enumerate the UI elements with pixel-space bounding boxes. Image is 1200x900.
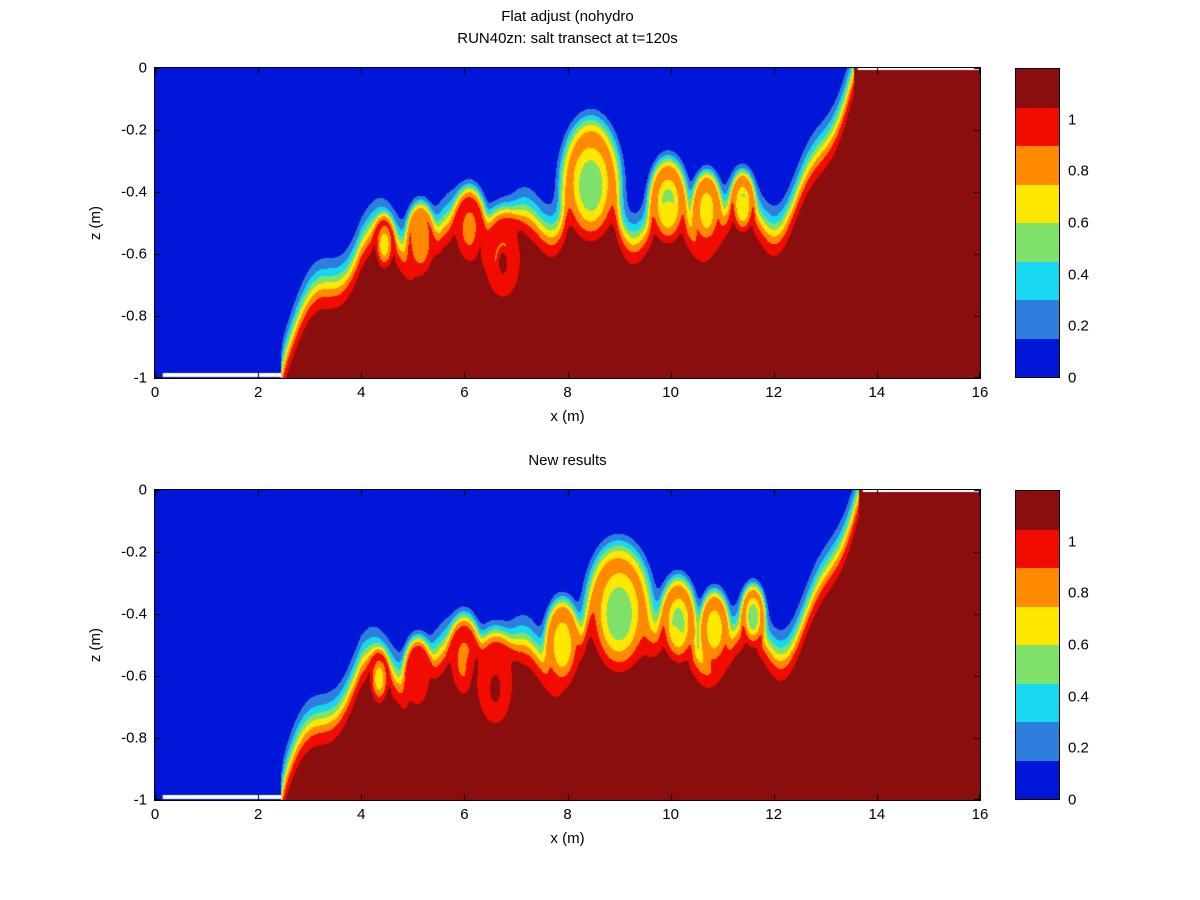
- x-tick-label: 0: [150, 806, 160, 823]
- y-tick-label: -0.6: [121, 667, 147, 685]
- colorbar: [1015, 490, 1060, 800]
- x-tick-label: 4: [357, 384, 366, 401]
- colorbar-tick-label: 0.4: [1068, 688, 1089, 706]
- x-tick-label: 10: [662, 384, 679, 401]
- x-tick-label: 6: [460, 384, 469, 401]
- x-tick-label: 14: [868, 384, 886, 401]
- colorbar-tick-label: 0.6: [1068, 636, 1089, 654]
- x-tick-label: 8: [563, 384, 572, 401]
- x-tick-label: 16: [971, 384, 989, 401]
- y-tick-label: -0.6: [121, 245, 147, 263]
- x-tick-label: 10: [662, 806, 679, 823]
- colorbar-band: [1016, 683, 1059, 722]
- colorbar-band: [1016, 491, 1059, 530]
- y-tick-label: 0: [138, 59, 147, 77]
- colorbar-band: [1016, 606, 1059, 645]
- y-tick-label: -0.4: [121, 605, 147, 623]
- subplot-title: New results: [528, 452, 607, 469]
- subplot-title: RUN40zn: salt transect at t=120s: [457, 30, 678, 47]
- colorbar-tick-labels: 1 0.8 0.6 0.4 0.2 0: [1068, 490, 1128, 808]
- colorbar-tick-label: 0.4: [1068, 266, 1089, 284]
- colorbar-tick-label: 1: [1068, 111, 1077, 129]
- colorbar-band: [1016, 760, 1059, 799]
- y-tick-labels: 0 -0.2 -0.4 -0.6 -0.8 -1: [100, 482, 147, 809]
- x-tick-label: 0: [150, 384, 160, 401]
- y-tick-label: -0.8: [121, 729, 147, 747]
- colorbar-tick-label: 0.8: [1068, 584, 1089, 602]
- x-tick-labels: 0 2 4 6 8 10 12 14 16: [151, 806, 989, 824]
- colorbar-band: [1016, 338, 1059, 377]
- y-tick-labels: 0 -0.2 -0.4 -0.6 -0.8 -1: [100, 60, 147, 387]
- colorbar-band: [1016, 69, 1059, 108]
- y-tick-label: -0.4: [121, 183, 147, 201]
- y-tick-label: -1: [133, 369, 147, 387]
- x-axis-label: x (m): [550, 408, 585, 425]
- y-tick-label: -1: [133, 791, 147, 809]
- colorbar-band: [1016, 107, 1059, 146]
- colorbar-tick-label: 0.6: [1068, 214, 1089, 232]
- x-tick-label: 2: [253, 384, 263, 401]
- colorbar-band: [1016, 722, 1059, 761]
- x-tick-label: 12: [765, 384, 783, 401]
- colorbar-band: [1016, 184, 1059, 223]
- y-tick-label: -0.2: [121, 543, 147, 561]
- x-tick-label: 6: [460, 806, 469, 823]
- colorbar-tick-label: 0.2: [1068, 739, 1089, 757]
- salinity-contour-canvas: [155, 490, 980, 800]
- colorbar: [1015, 68, 1060, 378]
- y-tick-label: 0: [138, 481, 147, 499]
- colorbar-tick-label: 0: [1068, 791, 1077, 809]
- colorbar-tick-labels: 1 0.8 0.6 0.4 0.2 0: [1068, 68, 1128, 386]
- y-tick-label: -0.2: [121, 121, 147, 139]
- subplot-title-spacer: [155, 428, 980, 450]
- colorbar-band: [1016, 261, 1059, 300]
- colorbar-tick-label: 0.2: [1068, 317, 1089, 335]
- subplot-top: Flat adjust (nohydro RUN40zn: salt trans…: [0, 0, 1200, 440]
- colorbar-band: [1016, 300, 1059, 339]
- x-tick-label: 2: [253, 806, 263, 823]
- x-tick-labels: 0 2 4 6 8 10 12 14 16: [151, 384, 989, 402]
- y-tick-label: -0.8: [121, 307, 147, 325]
- x-tick-label: 4: [357, 806, 366, 823]
- figure-title: Flat adjust (nohydro: [501, 8, 634, 25]
- x-tick-label: 8: [563, 806, 572, 823]
- colorbar-tick-label: 1: [1068, 533, 1077, 551]
- colorbar-band: [1016, 146, 1059, 185]
- x-tick-label: 12: [765, 806, 783, 823]
- x-tick-label: 16: [971, 806, 989, 823]
- colorbar-tick-label: 0: [1068, 369, 1077, 387]
- colorbar-band: [1016, 568, 1059, 607]
- x-axis-label: x (m): [550, 830, 585, 847]
- colorbar-tick-label: 0.8: [1068, 162, 1089, 180]
- x-tick-label: 14: [868, 806, 886, 823]
- colorbar-band: [1016, 223, 1059, 262]
- salinity-contour-canvas: [155, 68, 980, 378]
- colorbar-band: [1016, 529, 1059, 568]
- colorbar-band: [1016, 645, 1059, 684]
